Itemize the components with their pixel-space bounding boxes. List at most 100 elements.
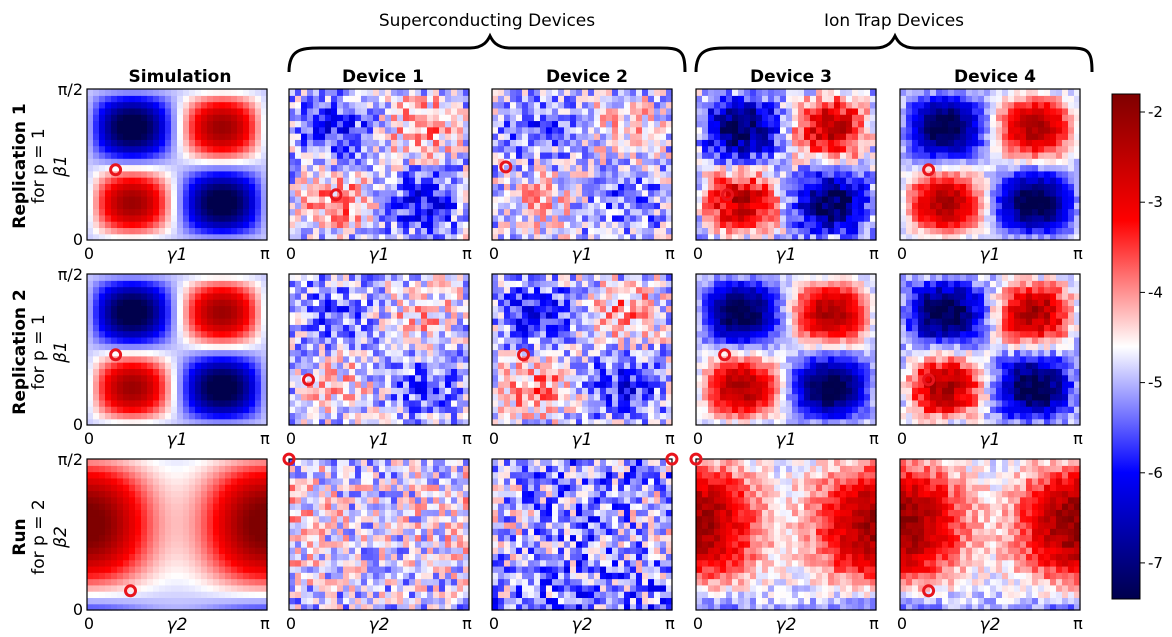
heatmap-cell (415, 89, 422, 96)
heatmap-cell (768, 208, 775, 216)
heatmap-cell (457, 95, 464, 103)
heatmap-cell (840, 158, 847, 166)
heatmap-cell (492, 183, 499, 191)
heatmap-cell (786, 133, 793, 140)
heatmap-cell (558, 145, 565, 153)
heatmap-cell (1026, 164, 1033, 172)
heatmap-cell (319, 292, 326, 300)
heatmap-cell (325, 114, 332, 122)
heatmap-cell (213, 355, 220, 363)
heatmap-cell (828, 120, 835, 128)
heatmap-cell (243, 145, 250, 153)
heatmap-cell (714, 170, 721, 178)
heatmap-cell (792, 120, 799, 128)
heatmap-cell (792, 214, 799, 222)
heatmap-cell (522, 120, 529, 128)
heatmap-cell (111, 393, 118, 401)
heatmap-cell (165, 349, 172, 357)
heatmap-cell (828, 233, 835, 241)
heatmap-cell (261, 183, 268, 191)
heatmap-cell (189, 286, 196, 294)
heatmap-cell (105, 368, 112, 376)
heatmap-cell (409, 145, 416, 153)
heatmap-cell (936, 208, 943, 216)
heatmap-cell (243, 343, 250, 351)
heatmap-cell (213, 101, 220, 109)
heatmap-cell (445, 195, 452, 203)
heatmap-cell (768, 202, 775, 210)
heatmap-cell (201, 133, 208, 140)
heatmap-cell (343, 406, 350, 414)
heatmap-cell (558, 89, 565, 96)
heatmap-cell (159, 202, 166, 210)
heatmap-cell (301, 368, 308, 376)
heatmap-cell (349, 399, 356, 407)
heatmap-cell (207, 214, 214, 222)
heatmap-cell (301, 177, 308, 184)
heatmap-cell (415, 202, 422, 210)
heatmap-cell (906, 202, 913, 210)
heatmap-cell (594, 208, 601, 216)
heatmap-cell (171, 343, 178, 351)
heatmap-cell (564, 101, 571, 109)
heatmap-cell (954, 170, 961, 178)
heatmap-cell (159, 133, 166, 140)
heatmap-cell (1002, 214, 1009, 222)
heatmap-cell (135, 330, 142, 338)
heatmap-cell (213, 151, 220, 159)
heatmap-cell (714, 114, 721, 122)
heatmap-cell (822, 221, 829, 229)
heatmap-cell (612, 214, 619, 222)
heatmap-cell (313, 274, 320, 281)
heatmap-cell (421, 107, 428, 115)
heatmap-cell (87, 202, 94, 210)
heatmap-cell (213, 120, 220, 128)
heatmap-cell (255, 299, 262, 307)
heatmap-cell (249, 195, 256, 203)
heatmap-cell (546, 164, 553, 172)
heatmap-cell (295, 227, 302, 235)
heatmap-cell (1020, 189, 1027, 197)
heatmap-cell (702, 151, 709, 159)
heatmap-cell (924, 195, 931, 203)
heatmap-cell (207, 355, 214, 363)
heatmap-cell (840, 139, 847, 147)
heatmap-cell (379, 368, 386, 376)
heatmap-cell (822, 139, 829, 147)
heatmap-cell (93, 164, 100, 172)
heatmap-cell (1062, 120, 1069, 128)
heatmap-cell (648, 170, 655, 178)
heatmap-cell (720, 177, 727, 184)
heatmap-cell (99, 139, 106, 147)
heatmap-cell (948, 107, 955, 115)
heatmap-cell (732, 126, 739, 134)
heatmap-cell (289, 195, 296, 203)
heatmap-cell (618, 158, 625, 166)
heatmap-cell (666, 151, 673, 159)
heatmap-cell (231, 126, 238, 134)
heatmap-cell (858, 208, 865, 216)
heatmap-cell (147, 170, 154, 178)
heatmap-cell (301, 189, 308, 197)
heatmap-cell (367, 336, 374, 344)
col-title-device-1: Device 1 (342, 67, 424, 87)
heatmap-cell (1044, 107, 1051, 115)
heatmap-cell (618, 120, 625, 128)
heatmap-cell (1026, 89, 1033, 96)
heatmap-cell (552, 202, 559, 210)
heatmap-cell (810, 145, 817, 153)
heatmap-cell (451, 214, 458, 222)
heatmap-cell (379, 189, 386, 197)
heatmap-cell (385, 374, 392, 382)
heatmap-cell (123, 202, 130, 210)
heatmap-cell (516, 189, 523, 197)
heatmap-cell (942, 177, 949, 184)
heatmap-cell (295, 95, 302, 103)
heatmap-cell (624, 208, 631, 216)
heatmap-cell (207, 330, 214, 338)
heatmap-cell (189, 355, 196, 363)
heatmap-cell (129, 133, 136, 140)
heatmap-cell (642, 151, 649, 159)
heatmap-cell (1038, 158, 1045, 166)
heatmap-cell (1074, 107, 1081, 115)
